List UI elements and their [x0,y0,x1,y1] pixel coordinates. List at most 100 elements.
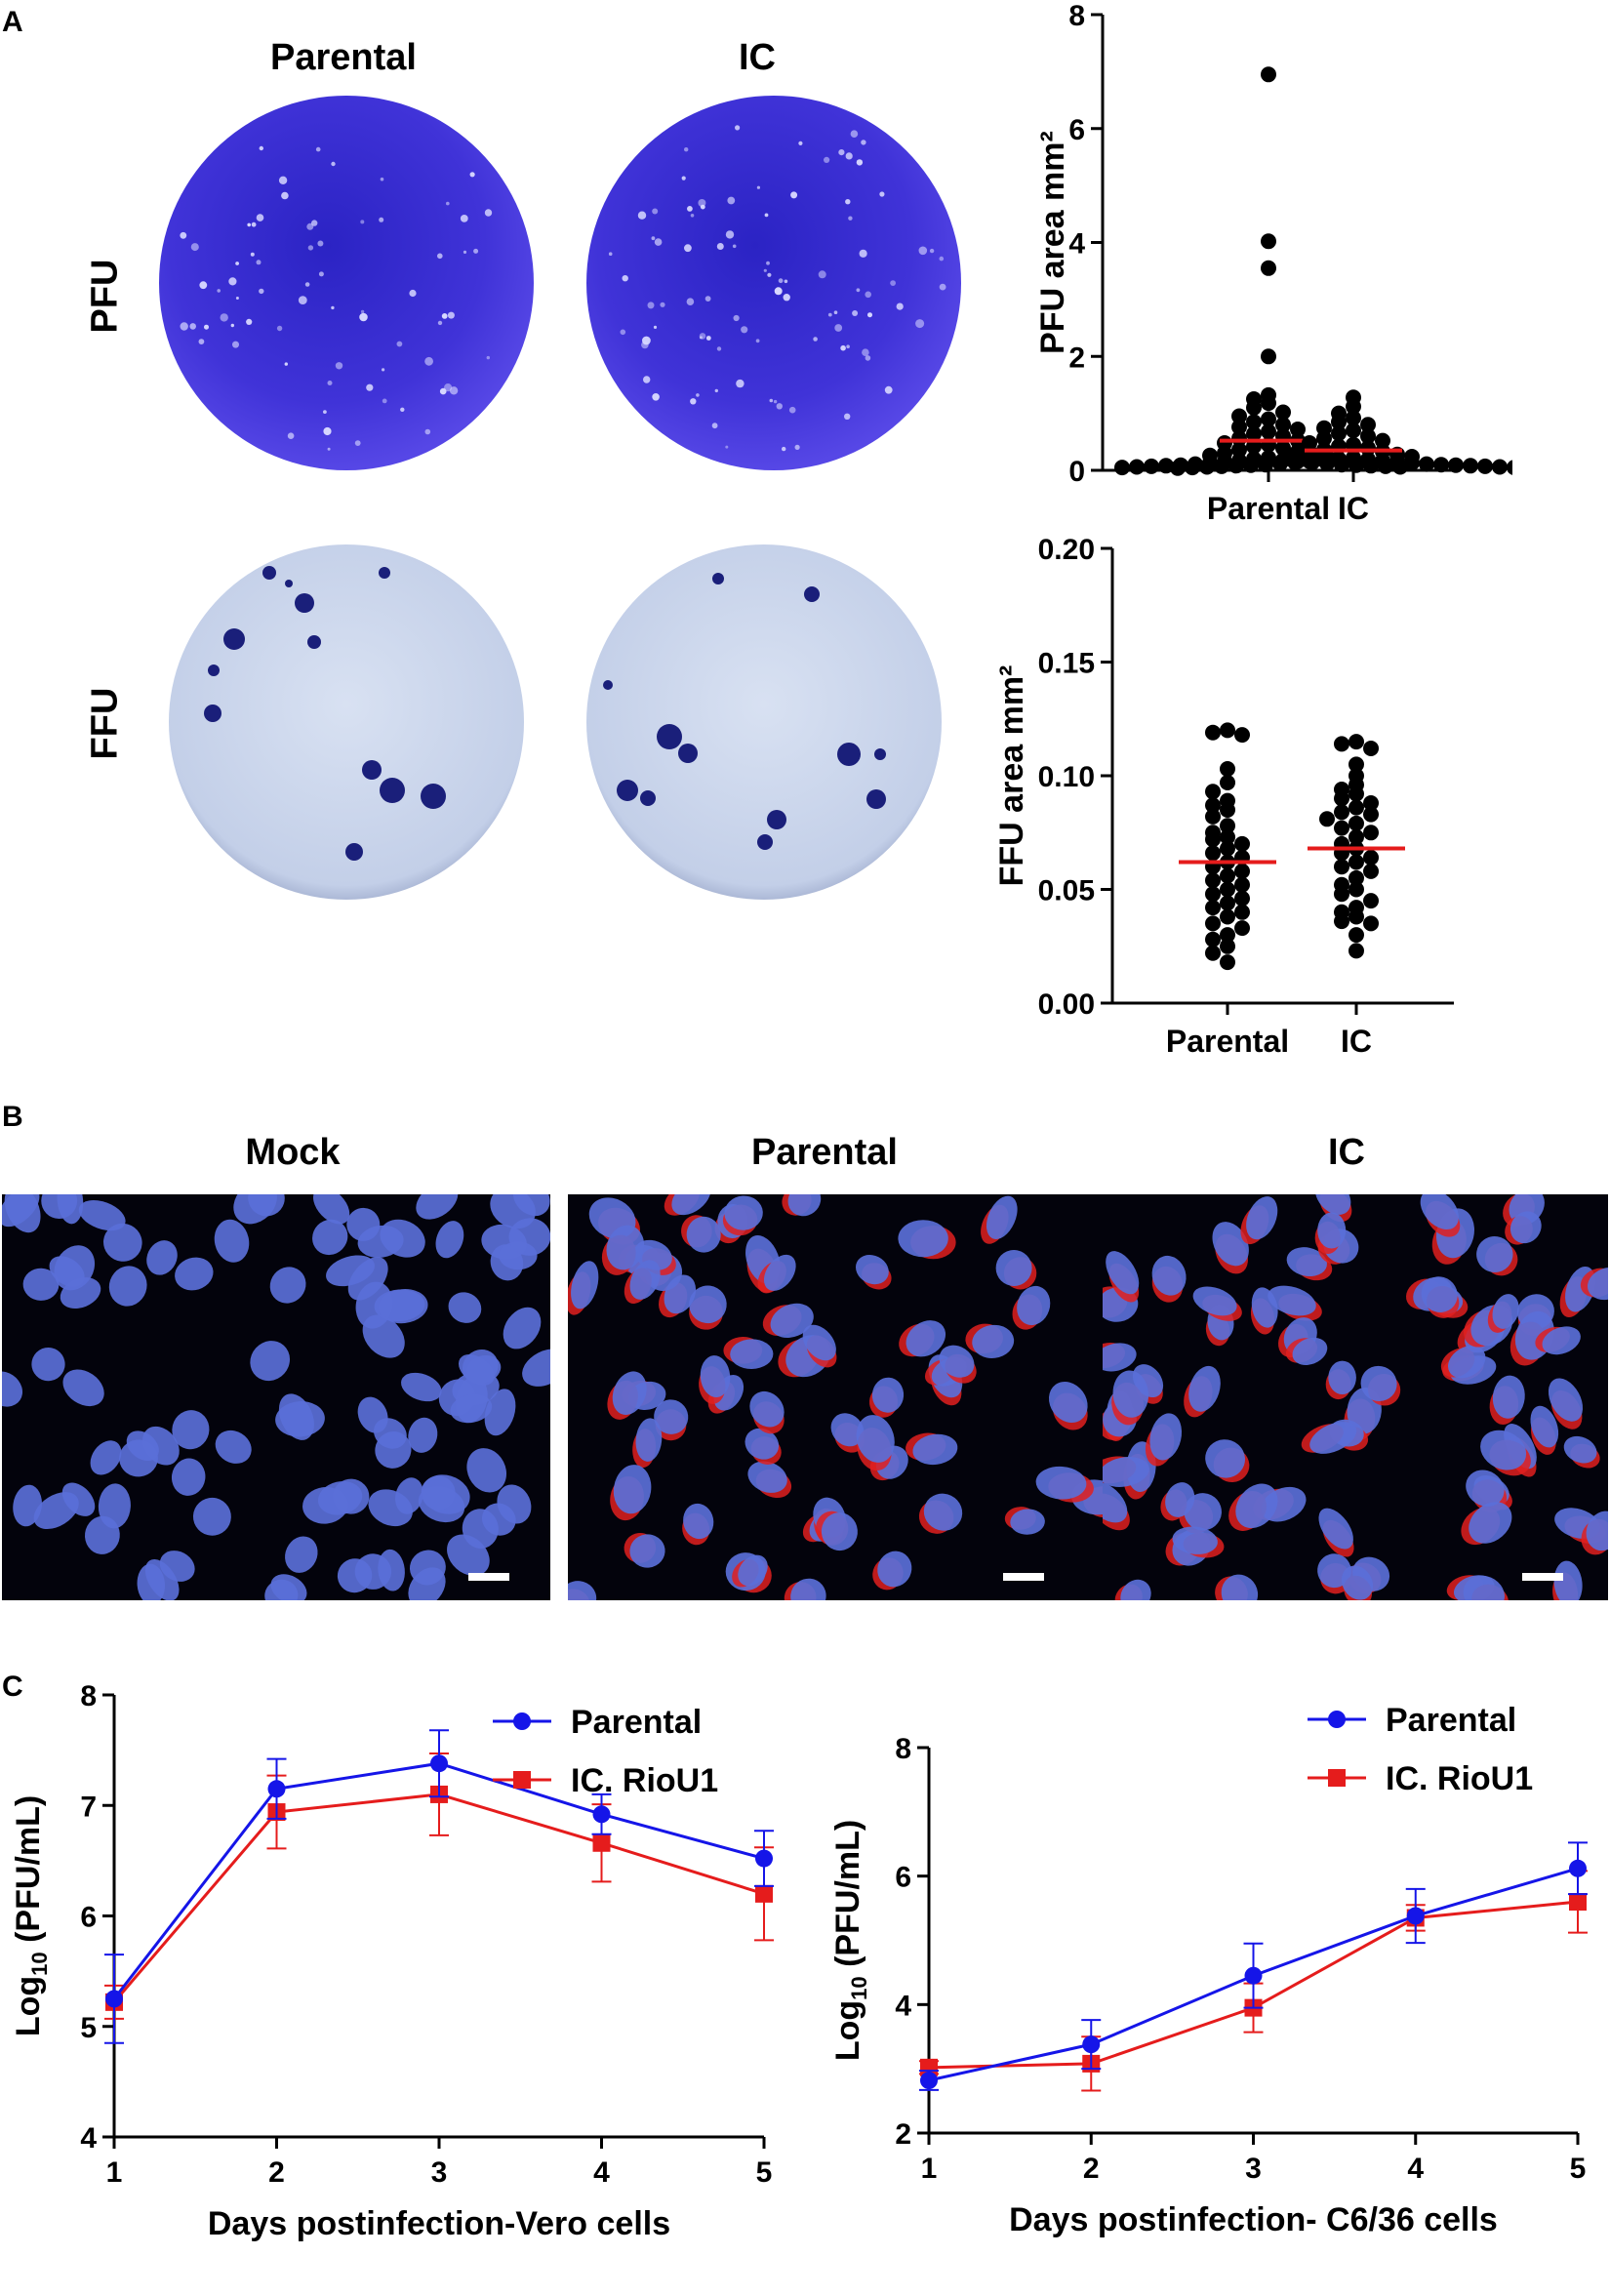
cell [98,1483,131,1529]
nucleus [1192,1286,1237,1316]
cell [1103,1456,1149,1487]
nucleus [1120,1579,1151,1600]
cell [248,1194,285,1217]
nucleus [1492,1294,1519,1329]
y-tick-label: 8 [80,1680,97,1712]
nucleus [1469,1502,1512,1544]
nucleus [1509,1211,1542,1244]
cell [466,1448,507,1493]
plaque-spot [473,248,479,254]
cell [416,1194,459,1220]
data-point [1158,458,1174,474]
cell [1145,1413,1183,1467]
plaque-spot [259,288,264,295]
nucleus [749,1390,785,1428]
cell [503,1307,542,1349]
cell [484,1389,516,1436]
cell [250,1341,291,1382]
plaque-spot [331,305,335,310]
nucleus [317,1480,363,1515]
data-point [1569,1893,1587,1911]
nucleus [269,1267,306,1304]
plaque-spot [856,159,864,166]
plaque-spot [317,240,324,247]
data-point [1363,825,1379,841]
plaque-spot [647,302,655,309]
cell [447,1534,490,1577]
data-point [1220,775,1235,790]
y-tick-label: 0.05 [1038,875,1095,907]
data-point [1261,348,1276,365]
plaque-spot [834,324,843,332]
nucleus [22,1268,60,1301]
nucleus [1328,1360,1356,1395]
nucleus [1492,1375,1525,1419]
nucleus [898,1220,948,1258]
data-point [1261,66,1276,83]
cell [1440,1346,1486,1379]
plaque-spot [232,341,239,348]
row-label-pfu: PFU [84,259,126,334]
plaque-spot [776,403,783,410]
cell [1325,1360,1356,1400]
plaque-spot [850,130,859,138]
y-tick-label: 4 [895,1990,911,2022]
nucleus [459,1353,495,1386]
data-point [1082,2035,1101,2054]
x-tick-label: 2 [1083,2153,1100,2185]
data-point [1261,423,1276,440]
data-point [1246,399,1262,416]
plaque-spot [859,249,867,258]
nucleus [745,1428,780,1460]
x-tick-label: 3 [431,2156,448,2189]
plaque-spot [890,280,896,286]
plaque-spot [298,296,307,304]
data-point [105,1990,123,2008]
data-point [1261,233,1276,250]
nucleus [1035,1466,1087,1500]
cell [285,1536,318,1573]
nucleus [172,1410,210,1450]
nucleus [671,1194,711,1216]
cell [400,1372,442,1402]
nucleus [1420,1194,1459,1230]
legend-label: Parental [571,1704,702,1741]
plaque-spot [230,323,234,328]
plaque-spot [444,383,453,392]
plaque-spot [318,271,324,277]
cell [906,1432,958,1466]
nucleus [802,1324,836,1361]
cell [54,1245,96,1291]
plaque-spot [652,393,660,401]
micrograph-mock [2,1194,550,1600]
nucleus [1448,1346,1486,1379]
cell [1489,1375,1525,1425]
x-tick-label: 1 [106,2156,123,2189]
plaque-spot [217,289,221,293]
scale-bar [1003,1573,1044,1581]
plaque-spot [360,309,365,314]
cell [312,1219,348,1256]
y-tick-label: 8 [895,1733,911,1765]
nucleus [421,1475,456,1511]
data-point [1334,804,1349,821]
plaque-spot [259,145,263,151]
data-point [1348,756,1364,773]
cell [137,1563,166,1600]
plaque-spot [307,245,314,251]
nucleus [747,1461,787,1493]
plaque-spot [323,410,327,414]
data-point [1258,457,1273,473]
nucleus [270,1574,307,1600]
plaque-spot [652,208,659,215]
cell [681,1215,721,1253]
nucleus [683,1503,714,1540]
data-point [1360,451,1376,467]
data-point [1389,454,1405,470]
plaque-spot [246,318,253,325]
data-point [1363,915,1379,932]
plaque-spot [380,177,384,181]
plaque-spot [818,270,826,279]
nucleus [337,1558,373,1593]
